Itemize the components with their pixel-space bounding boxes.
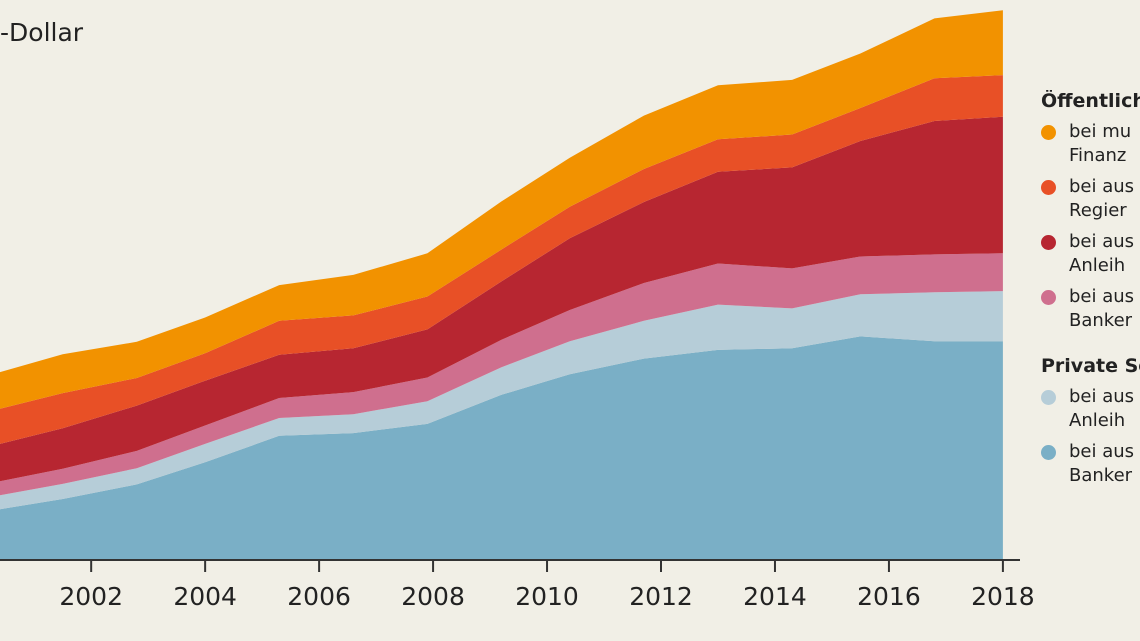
legend-item: bei aus Anleih bbox=[1041, 230, 1140, 278]
x-tick-label: 2006 bbox=[287, 582, 351, 611]
legend-item: bei aus Banker bbox=[1041, 285, 1140, 333]
legend-dot-icon bbox=[1041, 180, 1056, 195]
x-tick-label: 2018 bbox=[971, 582, 1035, 611]
legend-item-label: bei aus Banker bbox=[1069, 286, 1135, 331]
x-tick-label: 2008 bbox=[401, 582, 465, 611]
legend-item-label: bei aus Anleih bbox=[1069, 231, 1135, 276]
area-series-5 bbox=[0, 10, 1003, 409]
legend-dot-icon bbox=[1041, 235, 1056, 250]
x-tick-label: 2014 bbox=[743, 582, 807, 611]
legend: Öffentlich bei mu Finanz bei aus Regier bei… bbox=[1041, 90, 1140, 495]
x-tick-label: 2004 bbox=[173, 582, 237, 611]
x-tick-label: 2016 bbox=[857, 582, 921, 611]
area-series-0 bbox=[0, 336, 1003, 560]
legend-item: bei aus Anleih bbox=[1041, 385, 1140, 433]
x-tick-label: 2002 bbox=[59, 582, 123, 611]
legend-item: bei aus Regier bbox=[1041, 175, 1140, 223]
legend-item-label: bei mu Finanz bbox=[1069, 121, 1132, 166]
legend-group-title: Öffentlich bbox=[1041, 90, 1140, 112]
area-series-2 bbox=[0, 253, 1003, 496]
area-series-3 bbox=[0, 116, 1003, 482]
legend-dot-icon bbox=[1041, 125, 1056, 140]
x-tick-label: 2010 bbox=[515, 582, 579, 611]
legend-item: bei aus Banker bbox=[1041, 440, 1140, 488]
area-series-4 bbox=[0, 75, 1003, 444]
legend-item-label: bei aus Banker bbox=[1069, 441, 1135, 486]
legend-dot-icon bbox=[1041, 445, 1056, 460]
legend-item-label: bei aus Anleih bbox=[1069, 386, 1135, 431]
x-tick-label: 2012 bbox=[629, 582, 693, 611]
legend-item-label: bei aus Regier bbox=[1069, 176, 1135, 221]
area-series-1 bbox=[0, 291, 1003, 510]
legend-dot-icon bbox=[1041, 290, 1056, 305]
unit-label: -Dollar bbox=[0, 18, 84, 47]
legend-item: bei mu Finanz bbox=[1041, 120, 1140, 168]
legend-dot-icon bbox=[1041, 390, 1056, 405]
legend-group-title: Private Se bbox=[1041, 355, 1140, 377]
